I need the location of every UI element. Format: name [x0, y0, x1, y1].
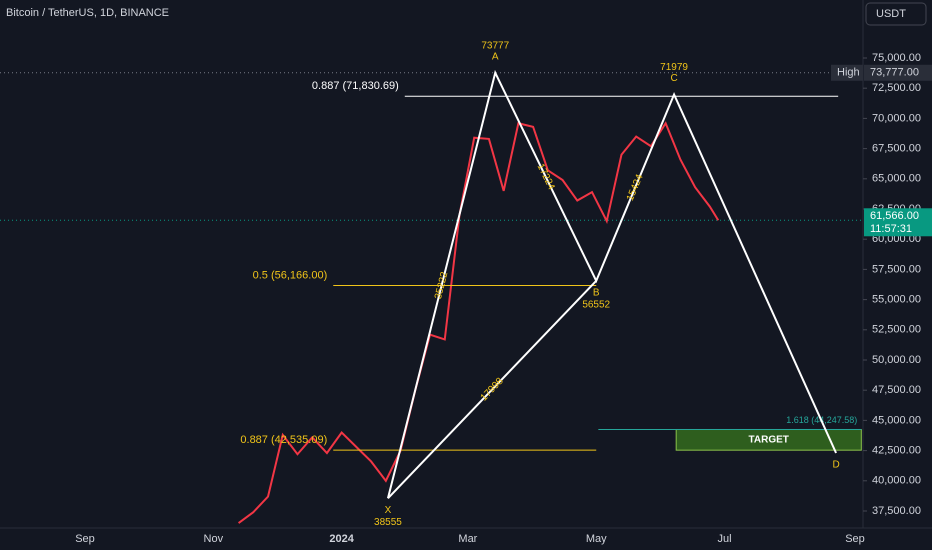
point-value: 56552 [582, 299, 610, 310]
x-tick-label: Nov [204, 533, 224, 545]
currency-button[interactable] [865, 2, 927, 26]
point-value: 73777 [481, 40, 509, 51]
x-tick-label: May [586, 533, 607, 545]
point-name: A [492, 51, 499, 62]
high-price: 73,777.00 [870, 67, 919, 79]
point-value: 38555 [374, 517, 402, 528]
y-tick-label: 40,000.00 [872, 475, 921, 487]
x-tick-label: Sep [845, 533, 865, 545]
last-price-badge [864, 208, 932, 237]
point-name: X [385, 505, 392, 516]
point-name: C [670, 73, 677, 84]
y-tick-label: 67,500.00 [872, 143, 921, 155]
high-badge [831, 64, 863, 81]
high-price-badge [864, 64, 932, 81]
y-tick-label: 45,000.00 [872, 414, 921, 426]
point-value: 71979 [660, 62, 688, 73]
fib-label: 0.887 (71,830.69) [312, 80, 399, 92]
x-tick-label: Mar [458, 533, 477, 545]
y-tick-label: 75,000.00 [872, 52, 921, 64]
price-line [237, 121, 720, 524]
y-tick-label: 50,000.00 [872, 354, 921, 366]
y-tick-label: 72,500.00 [872, 82, 921, 94]
countdown: 11:57:31 [870, 223, 912, 235]
high-label: High [837, 67, 860, 79]
symbol-title: Bitcoin / TetherUS, 1D, BINANCE [6, 7, 169, 19]
y-tick-label: 52,500.00 [872, 324, 921, 336]
target-label: TARGET [749, 434, 789, 445]
y-tick-label: 37,500.00 [872, 505, 921, 517]
y-tick-label: 42,500.00 [872, 445, 921, 457]
y-tick-label: 57,500.00 [872, 263, 921, 275]
x-tick-label: Sep [75, 533, 95, 545]
currency-label[interactable]: USDT [876, 8, 906, 20]
fib-label: 0.887 (42,535.09) [240, 434, 327, 446]
y-tick-label: 55,000.00 [872, 294, 921, 306]
y-tick-label: 70,000.00 [872, 112, 921, 124]
x-tick-label: 2024 [329, 533, 354, 545]
point-name: B [593, 287, 600, 298]
last-price: 61,566.00 [870, 210, 919, 222]
xb-leg [387, 280, 597, 499]
x-tick-label: Jul [718, 533, 732, 545]
y-tick-label: 65,000.00 [872, 173, 921, 185]
y-tick-label: 47,500.00 [872, 384, 921, 396]
fib-label: 0.5 (56,166.00) [253, 269, 328, 281]
point-name: D [832, 460, 839, 471]
